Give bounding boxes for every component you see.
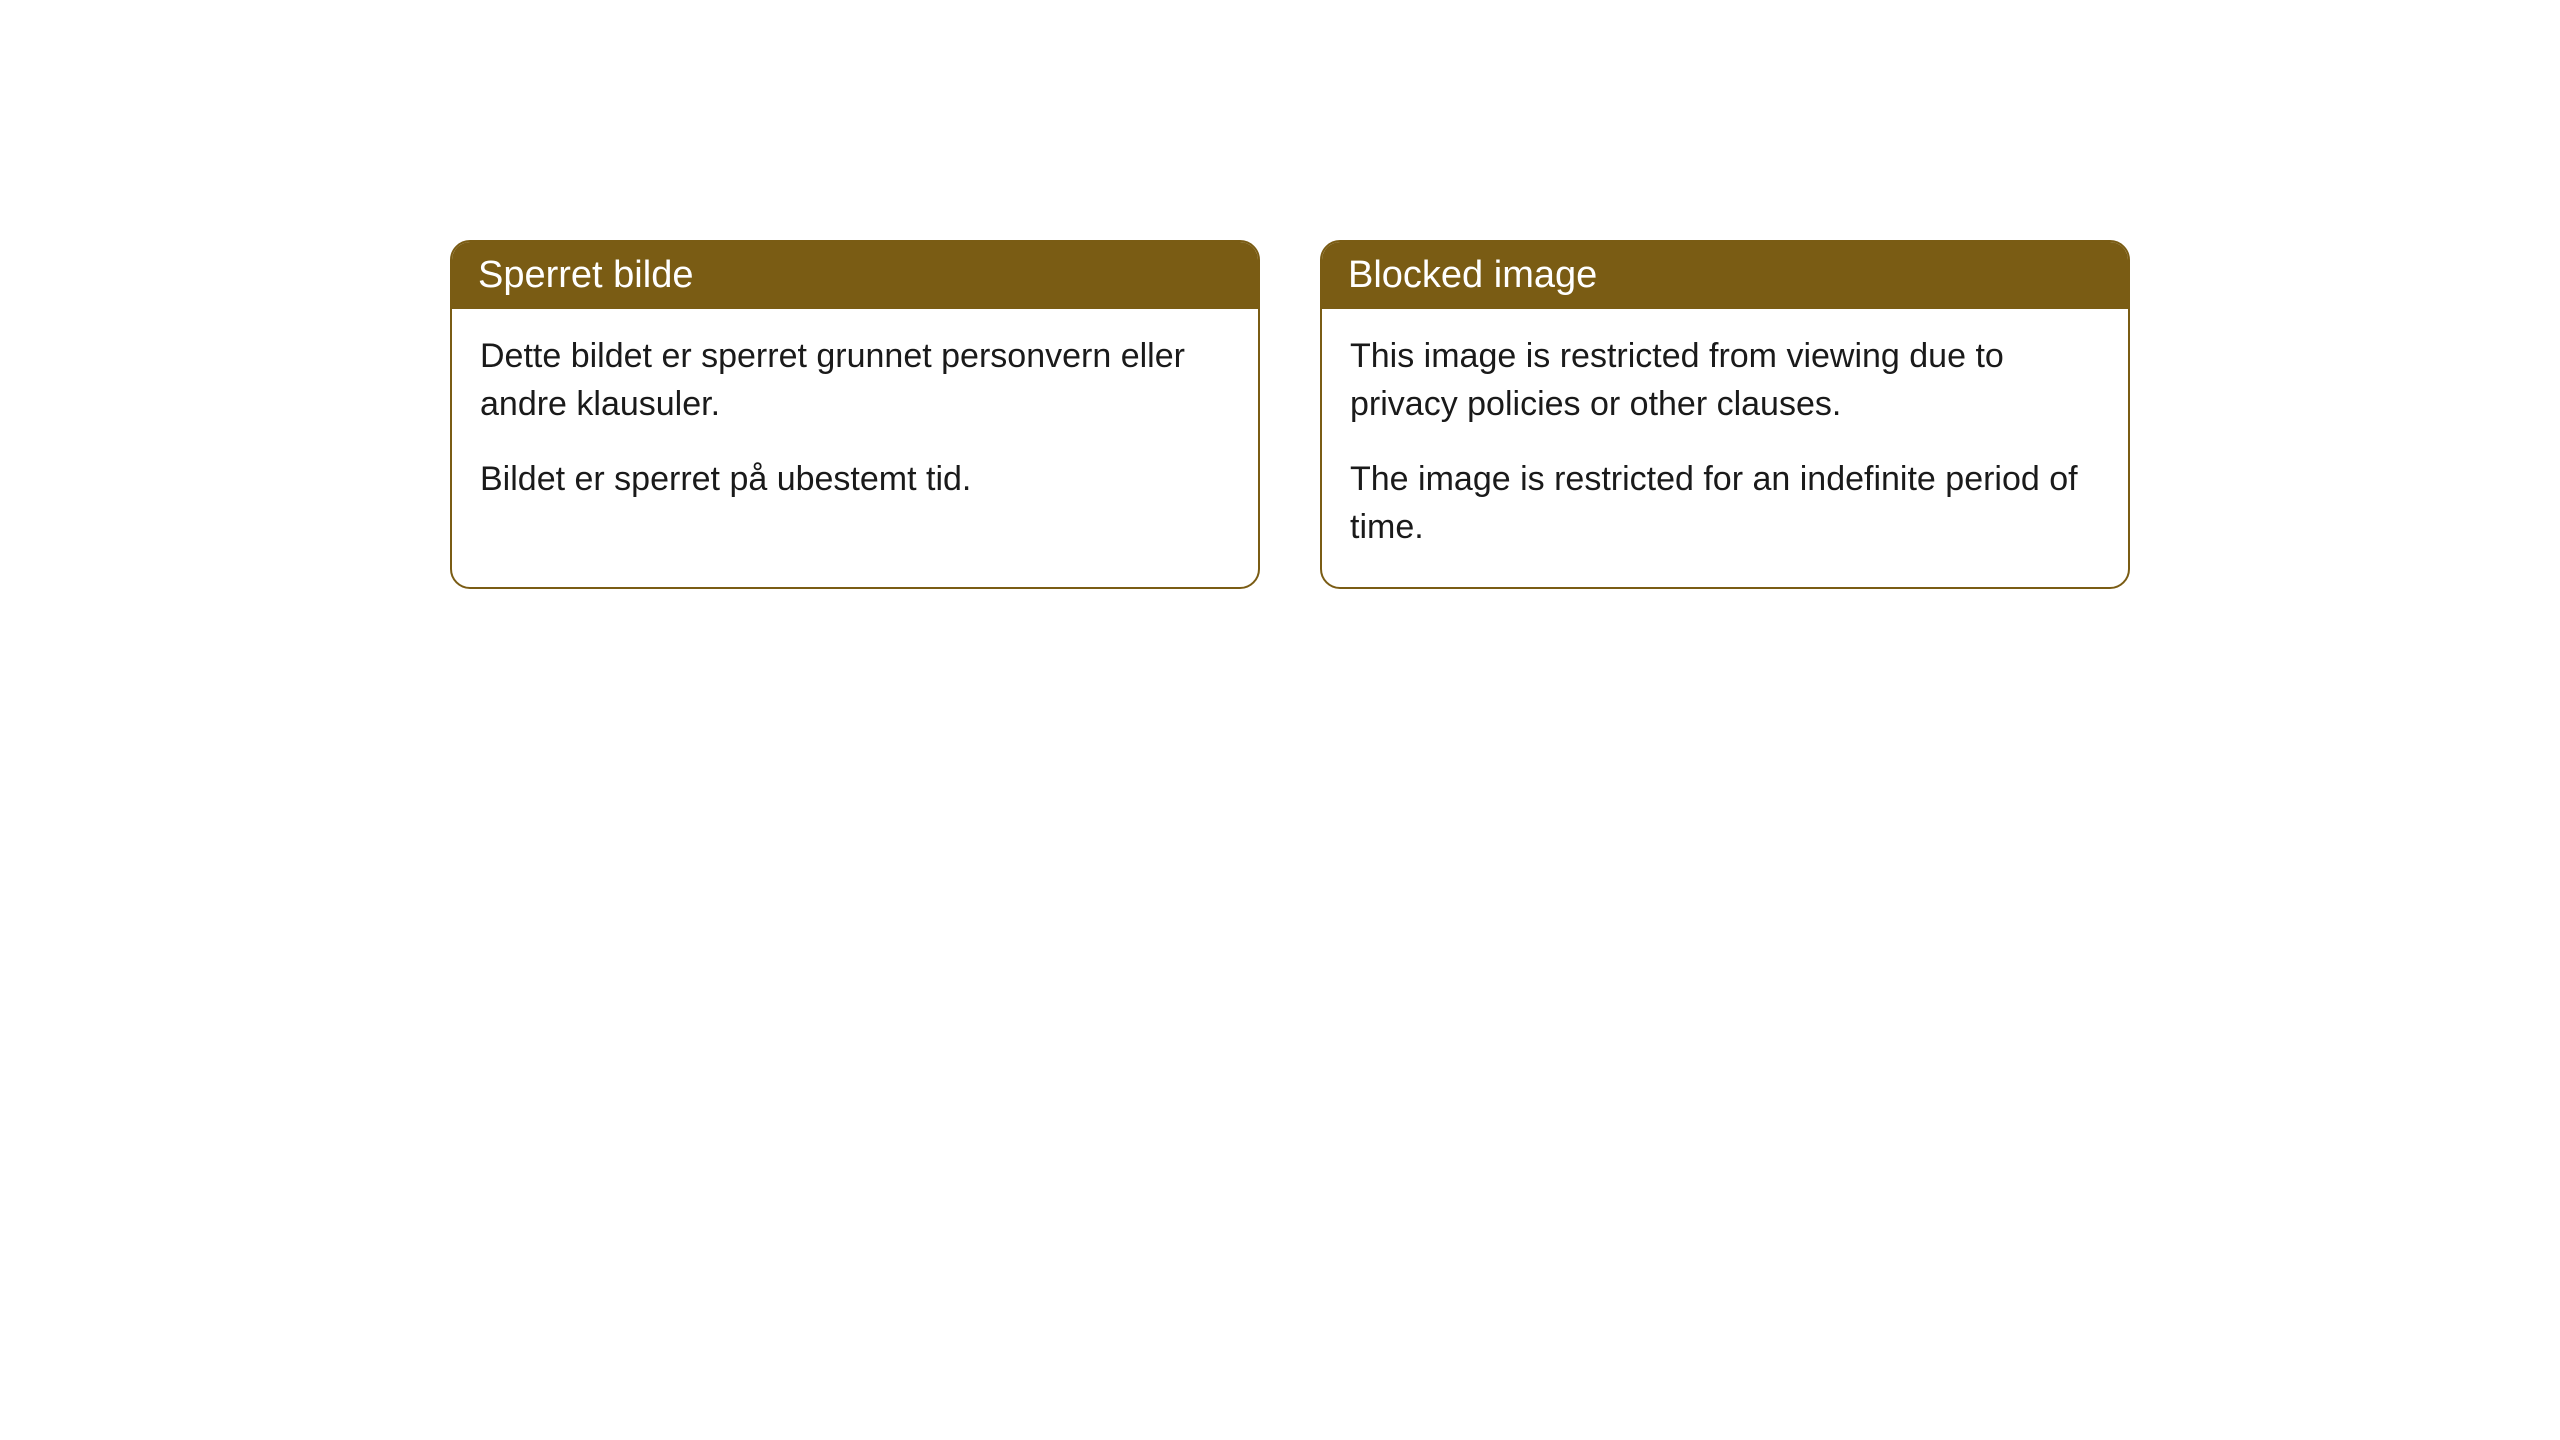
card-text-line2-norwegian: Bildet er sperret på ubestemt tid. — [480, 456, 1230, 504]
blocked-image-card-english: Blocked image This image is restricted f… — [1320, 240, 2130, 589]
card-text-line2-english: The image is restricted for an indefinit… — [1350, 456, 2100, 551]
blocked-image-card-norwegian: Sperret bilde Dette bildet er sperret gr… — [450, 240, 1260, 589]
notice-container: Sperret bilde Dette bildet er sperret gr… — [0, 0, 2560, 589]
card-title-norwegian: Sperret bilde — [452, 242, 1258, 309]
card-body-norwegian: Dette bildet er sperret grunnet personve… — [452, 309, 1258, 540]
card-text-line1-english: This image is restricted from viewing du… — [1350, 333, 2100, 428]
card-title-english: Blocked image — [1322, 242, 2128, 309]
card-text-line1-norwegian: Dette bildet er sperret grunnet personve… — [480, 333, 1230, 428]
card-body-english: This image is restricted from viewing du… — [1322, 309, 2128, 587]
